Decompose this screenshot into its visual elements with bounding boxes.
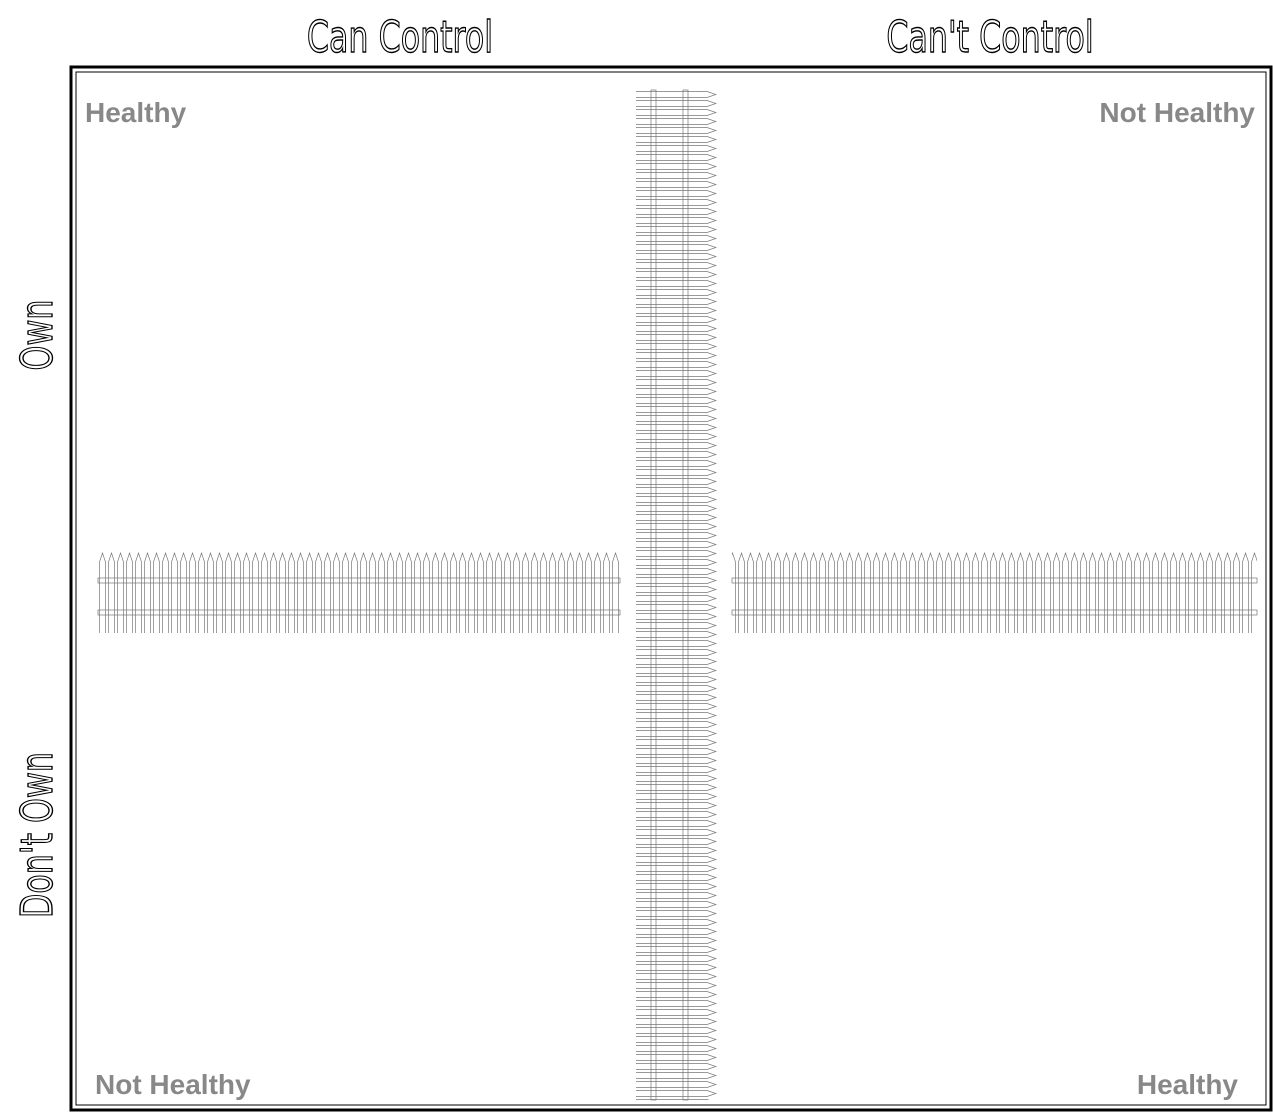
fence-vertical xyxy=(636,90,717,1100)
quadrant-label: Not Healthy xyxy=(95,1069,251,1100)
row-header: Don't Own xyxy=(12,752,64,918)
column-header: Can Control xyxy=(307,12,493,64)
quadrant-label: Not Healthy xyxy=(1099,97,1255,128)
quadrant-label: Healthy xyxy=(85,97,187,128)
row-header: Own xyxy=(12,300,64,371)
column-header: Can't Control xyxy=(886,12,1093,64)
page: Can Control Can't Control Own Don't Own … xyxy=(0,0,1273,1112)
quadrant-label: Healthy xyxy=(1137,1069,1239,1100)
worksheet: Can Control Can't Control Own Don't Own … xyxy=(0,0,1273,1112)
